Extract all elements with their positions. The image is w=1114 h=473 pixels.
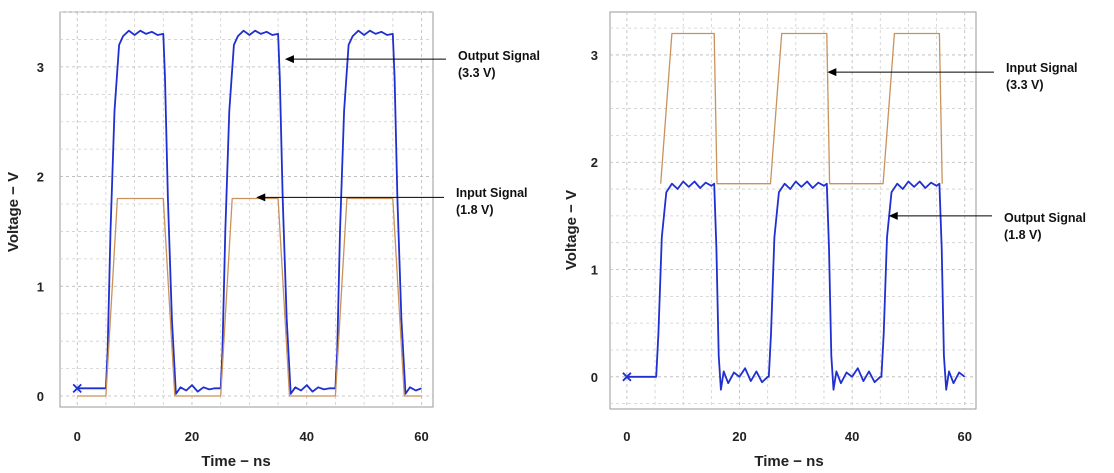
output-signal-line [626, 180, 966, 391]
annotation-arrow-head [284, 55, 294, 64]
annotation: Output Signal (1.8 V) [888, 211, 1086, 242]
start-marker [622, 372, 632, 382]
x-tick-label: 20 [185, 429, 199, 444]
plot-area [59, 11, 434, 408]
chart-left: 0 20 40 60 0 1 2 3 Time − ns Voltage − V Output Si… [5, 11, 540, 470]
x-tick-label: 40 [845, 429, 859, 444]
y-tick-label: 2 [591, 155, 598, 170]
x-tick-label: 60 [414, 429, 428, 444]
y-tick-label: 1 [37, 279, 44, 294]
x-tick-label: 60 [958, 429, 972, 444]
y-tick-label: 0 [591, 370, 598, 385]
annotation-arrow-head [888, 211, 898, 220]
y-tick-label: 3 [37, 60, 44, 75]
input-signal-line [660, 32, 943, 185]
annotation-line2: (1.8 V) [456, 203, 494, 217]
y-tick-label: 2 [37, 170, 44, 185]
output-signal-line [77, 29, 422, 395]
y-tick-label: 0 [37, 389, 44, 404]
annotation-line2: (3.3 V) [1006, 78, 1044, 92]
x-tick-label: 0 [623, 429, 630, 444]
annotation: Output Signal (3.3 V) [284, 49, 540, 80]
x-tick-label: 0 [74, 429, 81, 444]
annotation: Input Signal (1.8 V) [256, 186, 528, 217]
x-axis-title: Time − ns [201, 453, 270, 470]
annotation-line1: Output Signal [458, 49, 540, 63]
input-signal-line [77, 197, 422, 397]
annotation: Input Signal (3.3 V) [827, 61, 1078, 92]
annotation-line1: Input Signal [1006, 61, 1078, 75]
annotation-arrow-head [827, 68, 837, 77]
annotation-line2: (1.8 V) [1004, 228, 1042, 242]
annotation-line2: (3.3 V) [458, 66, 496, 80]
y-axis-title: Voltage − V [5, 172, 22, 252]
y-tick-label: 3 [591, 48, 598, 63]
start-marker [72, 383, 82, 393]
x-tick-label: 20 [732, 429, 746, 444]
grid [610, 12, 976, 409]
grid [60, 11, 433, 407]
chart-right: 0 20 40 60 0 1 2 3 Time − ns Voltage − V Input Sig… [563, 11, 1086, 470]
plot-area [609, 11, 977, 410]
y-tick-label: 1 [591, 263, 598, 278]
x-axis-title: Time − ns [754, 453, 823, 470]
y-axis-title: Voltage − V [563, 190, 580, 270]
annotation-line1: Output Signal [1004, 211, 1086, 225]
annotation-line1: Input Signal [456, 186, 528, 200]
x-tick-label: 40 [300, 429, 314, 444]
annotation-arrow-head [256, 193, 266, 202]
